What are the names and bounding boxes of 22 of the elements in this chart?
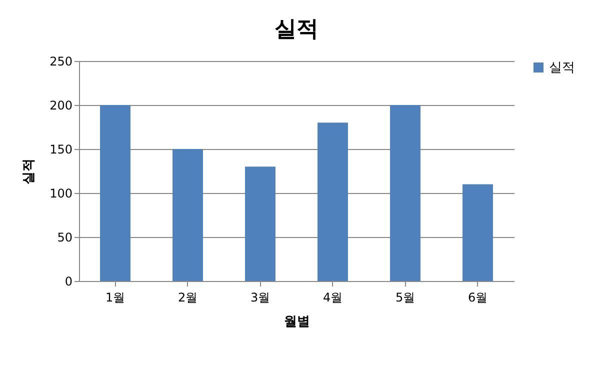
bar [390, 105, 420, 281]
legend-label: 실적 [549, 60, 575, 76]
y-axis-title: 실적 [22, 158, 37, 184]
x-tick-label: 5월 [395, 290, 416, 304]
x-tick-label: 2월 [178, 290, 198, 304]
x-axis-title: 월별 [284, 314, 310, 330]
bar [245, 166, 276, 281]
bar [462, 184, 493, 281]
bar [100, 105, 130, 281]
x-tick-label: 4월 [322, 290, 343, 304]
x-tick-label: 6월 [468, 290, 488, 304]
y-tick-label: 50 [57, 230, 72, 244]
y-tick-label: 250 [50, 54, 72, 68]
y-tick-label: 0 [64, 274, 72, 288]
chart-title: 실적 [274, 17, 318, 42]
bar [172, 149, 203, 281]
y-tick-label: 100 [50, 186, 72, 200]
y-tick-label: 200 [50, 98, 72, 112]
x-tick-label: 3월 [250, 290, 270, 304]
x-tick-label: 1월 [105, 290, 126, 304]
y-tick-label: 150 [50, 142, 72, 156]
bar [318, 122, 348, 281]
